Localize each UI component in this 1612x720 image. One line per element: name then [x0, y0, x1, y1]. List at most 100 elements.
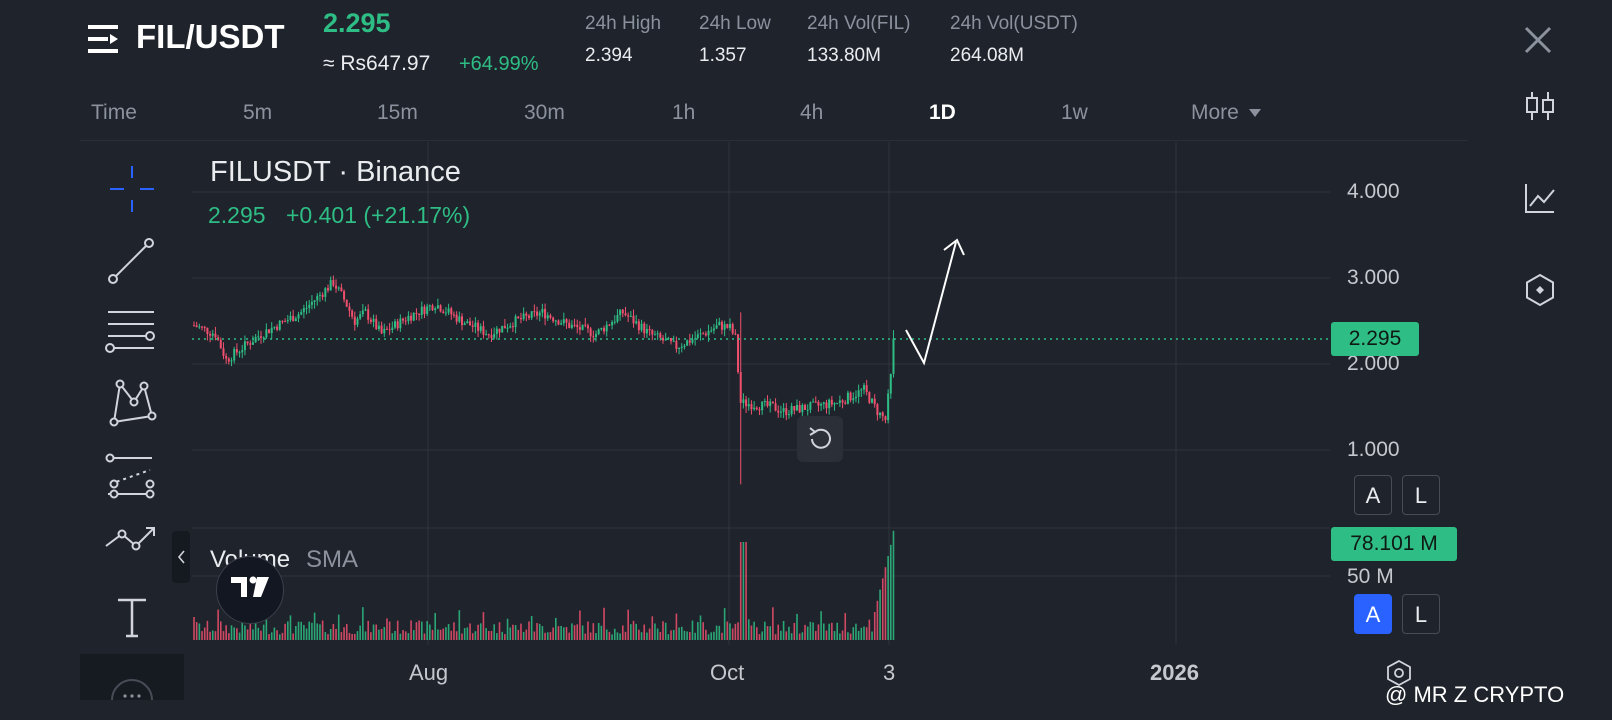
volume-bar	[605, 629, 608, 640]
candle-body	[198, 326, 201, 328]
volume-bar	[600, 625, 603, 640]
candle-body	[838, 400, 841, 403]
candle-body	[442, 311, 445, 313]
candle-body	[565, 319, 568, 323]
volume-bar	[873, 612, 876, 640]
candle-body	[495, 328, 498, 334]
candle-body	[796, 404, 798, 411]
auto-scale-button[interactable]: A	[1354, 475, 1392, 515]
candle-body	[300, 312, 303, 315]
volume-bar	[785, 631, 788, 640]
volume-bar	[471, 633, 474, 640]
volume-bar	[530, 615, 533, 640]
path-icon[interactable]	[104, 524, 160, 576]
volume-bar	[308, 621, 311, 640]
candle-body	[206, 327, 209, 335]
candle-body	[377, 325, 380, 330]
tradingview-logo[interactable]	[216, 556, 284, 624]
candle-body	[351, 310, 354, 317]
volume-bar	[249, 624, 252, 640]
volume-bar	[211, 630, 214, 640]
settings-hex-icon[interactable]	[1522, 272, 1558, 308]
candle-body	[238, 352, 241, 354]
candle-body	[822, 402, 825, 404]
tab-1h[interactable]: 1h	[672, 101, 696, 124]
pair-title[interactable]: FIL/USDT	[136, 18, 285, 55]
volume-bar	[469, 623, 471, 640]
volume-log-scale-button[interactable]: L	[1402, 594, 1440, 634]
candle-body	[635, 321, 638, 324]
tab-1w[interactable]: 1w	[1061, 101, 1088, 124]
volume-bar	[214, 631, 217, 640]
tab-more[interactable]: More	[1191, 101, 1261, 125]
candle-body	[289, 315, 292, 321]
candle-body	[648, 328, 651, 331]
tab-4h[interactable]: 4h	[800, 101, 824, 124]
volume-bar	[321, 620, 324, 640]
volume-bar	[372, 624, 375, 640]
volume-bar	[705, 629, 707, 640]
volume-bar	[383, 627, 386, 640]
volume-bar	[860, 627, 863, 640]
volume-bar	[680, 626, 683, 640]
toolbar-more-panel[interactable]	[80, 654, 184, 720]
text-tool-icon[interactable]	[104, 594, 160, 646]
candle-body	[804, 404, 807, 410]
volume-bar	[549, 632, 552, 640]
collapse-toolbar-button[interactable]	[172, 531, 190, 583]
volume-bar	[613, 628, 616, 640]
forecast-icon[interactable]	[104, 452, 160, 504]
volume-bar	[252, 629, 254, 640]
tab-5m[interactable]: 5m	[243, 101, 273, 124]
crosshair-icon[interactable]	[104, 164, 160, 216]
candle-body	[431, 305, 434, 311]
tab-15m[interactable]: 15m	[377, 101, 418, 124]
candle-body	[691, 339, 694, 343]
log-scale-button[interactable]: L	[1402, 475, 1440, 515]
pattern-icon[interactable]	[104, 378, 160, 430]
volume-bar	[890, 544, 892, 640]
reset-chart-button[interactable]	[797, 416, 843, 462]
tab-time[interactable]: Time	[91, 101, 137, 124]
volume-bar	[675, 613, 678, 640]
candle-body	[407, 315, 410, 322]
candle-body	[477, 322, 480, 331]
volume-bar	[193, 616, 195, 640]
candle-body	[680, 346, 683, 348]
volume-bar	[707, 634, 710, 640]
candle-body	[871, 398, 874, 403]
candle-body	[391, 327, 394, 331]
volume-bar	[611, 634, 613, 640]
menu-icon[interactable]	[86, 22, 122, 56]
candle-body	[434, 308, 437, 311]
candle-body	[627, 315, 630, 317]
candle-body	[549, 315, 552, 318]
caret-down-icon	[1248, 109, 1261, 118]
volume-auto-scale-button[interactable]: A	[1354, 594, 1392, 634]
candles-icon[interactable]	[1522, 88, 1558, 124]
volume-bar	[431, 629, 434, 640]
candle-body	[375, 318, 378, 330]
candle-body	[584, 324, 587, 326]
fib-retracement-icon[interactable]	[104, 306, 160, 358]
volume-bar	[407, 633, 410, 640]
volume-bar	[257, 627, 260, 640]
settings-hex-small-icon[interactable]	[1384, 658, 1414, 693]
close-icon[interactable]	[1522, 24, 1554, 56]
candle-body	[624, 313, 627, 316]
candle-body	[410, 315, 413, 321]
volume-bar	[453, 622, 455, 640]
trend-line-icon[interactable]	[104, 236, 160, 288]
candle-body	[670, 338, 673, 342]
volume-bar	[536, 622, 538, 640]
volume-bar	[434, 612, 436, 640]
indicator-chart-icon[interactable]	[1522, 180, 1558, 216]
tab-30m[interactable]: 30m	[524, 101, 565, 124]
candle-body	[640, 323, 643, 331]
candle-body	[498, 328, 501, 333]
candle-body	[774, 403, 777, 411]
volume-bar	[801, 632, 804, 640]
candle-body	[444, 312, 447, 314]
tab-1d[interactable]: 1D	[929, 101, 956, 124]
